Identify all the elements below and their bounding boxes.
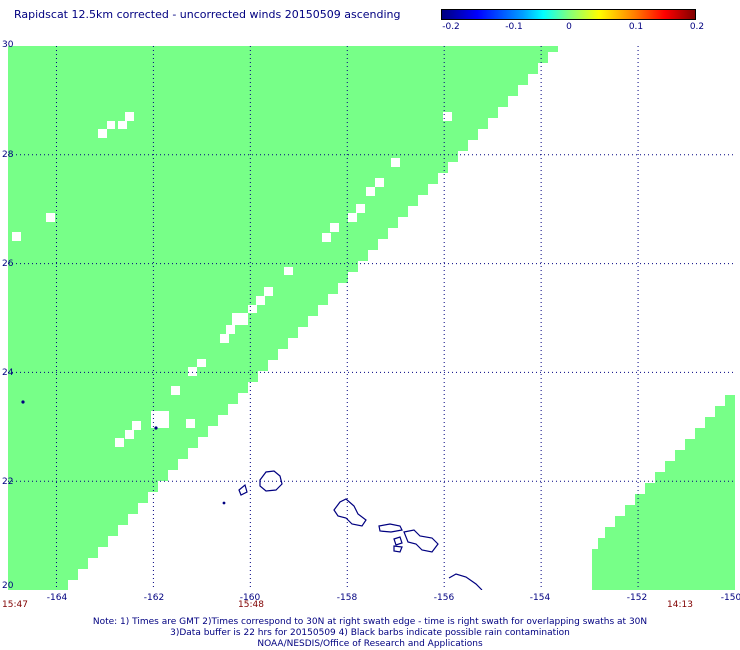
lat-lon-grid bbox=[8, 46, 735, 590]
colorbar-label: 0 bbox=[566, 22, 572, 32]
lon-tick-label: -164 bbox=[46, 593, 68, 603]
hawaii-outline bbox=[448, 573, 483, 590]
rain-flag-dot bbox=[21, 400, 25, 404]
lon-tick-label: -160 bbox=[239, 593, 261, 603]
footnote-credit: NOAA/NESDIS/Office of Research and Appli… bbox=[257, 639, 483, 649]
lat-tick-label: 20 bbox=[2, 581, 14, 591]
lat-tick-label: 26 bbox=[2, 259, 14, 269]
oahu-outline bbox=[333, 498, 367, 527]
swath-time-label: 14:13 bbox=[667, 600, 693, 610]
lat-tick-label: 24 bbox=[2, 368, 14, 378]
kahoolawe-outline bbox=[393, 545, 403, 553]
molokai-outline bbox=[378, 523, 403, 533]
lat-tick-label: 28 bbox=[2, 150, 14, 160]
map-title: Rapidscat 12.5km corrected - uncorrected… bbox=[14, 8, 401, 21]
wind-swath-layer bbox=[8, 46, 735, 590]
lon-tick-label: -150 bbox=[720, 593, 740, 603]
kauai-outline bbox=[259, 470, 283, 492]
lon-tick-label: -162 bbox=[143, 593, 165, 603]
missing-data-cells bbox=[12, 112, 452, 447]
niihau-outline bbox=[238, 483, 248, 496]
colorbar-label: -0.1 bbox=[505, 22, 523, 32]
map-plot bbox=[8, 46, 735, 590]
lon-tick-label: -152 bbox=[626, 593, 648, 603]
lon-tick-label: -158 bbox=[336, 593, 358, 603]
swath-time-label: 15:48 bbox=[238, 600, 264, 610]
colorbar-label: 0.1 bbox=[628, 22, 644, 32]
lat-tick-label: 22 bbox=[2, 477, 14, 487]
lon-tick-label: -156 bbox=[433, 593, 455, 603]
colorbar-label: -0.2 bbox=[442, 22, 460, 32]
lat-tick-label: 30 bbox=[2, 40, 14, 50]
swath-left bbox=[8, 46, 558, 590]
rain-flag-dot bbox=[154, 426, 158, 430]
colorbar-label: 0.2 bbox=[689, 22, 705, 32]
footnote-line-1: Note: 1) Times are GMT 2)Times correspon… bbox=[92, 617, 648, 627]
maui-outline bbox=[403, 529, 439, 553]
colorbar bbox=[441, 9, 696, 20]
hawaiian-islands-coastline bbox=[21, 400, 483, 590]
lon-tick-label: -154 bbox=[529, 593, 551, 603]
lanai-outline bbox=[393, 536, 403, 546]
swath-right bbox=[592, 395, 735, 590]
kaula-dot bbox=[222, 501, 226, 505]
swath-time-label: 15:47 bbox=[2, 600, 28, 610]
footnote-line-2: 3)Data buffer is 22 hrs for 20150509 4) … bbox=[170, 628, 570, 638]
